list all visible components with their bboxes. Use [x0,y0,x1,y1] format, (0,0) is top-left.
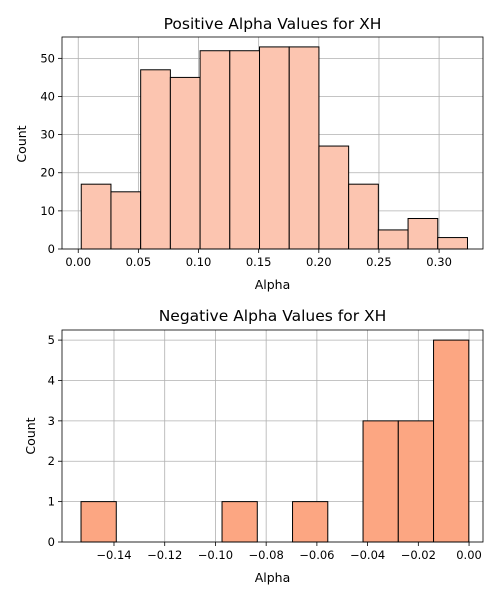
x-tick-label: 0.30 [426,255,452,269]
y-tick-label: 0 [48,535,55,549]
y-tick-label: 20 [40,166,55,180]
x-tick-label: −0.02 [401,548,436,562]
histogram-bar [377,229,409,250]
x-tick-label: −0.14 [96,548,131,562]
x-axis-label: Alpha [255,570,291,585]
x-tick-label: −0.06 [299,548,334,562]
y-tick-label: 5 [48,333,55,347]
x-tick-label: 0.00 [65,255,91,269]
y-tick-label: 50 [40,51,55,65]
histogram-bar [110,191,142,250]
histogram-bar [348,183,379,250]
y-tick-label: 3 [48,414,55,428]
histogram-bar [433,339,470,543]
histogram-bar [80,183,112,250]
x-tick-label: 0.10 [186,255,212,269]
histogram-bar [221,501,258,543]
histogram-bar [140,69,171,250]
x-tick-label: −0.12 [147,548,182,562]
y-axis-label: Count [23,417,38,454]
negative-alpha-histogram: −0.14 −0.12 −0.10 −0.08 −0.06 −0.04 −0.02 0.00 0… [23,307,484,585]
histogram-bar [199,50,231,250]
histogram-bar [407,217,439,250]
histogram-bar [437,237,468,250]
histogram-bar [80,501,117,543]
x-tick-label: −0.08 [249,548,284,562]
histogram-bar [259,46,290,250]
histogram-bar [318,145,350,250]
y-tick-label: 40 [40,89,55,103]
histogram-bar [292,501,329,543]
y-tick-label: 30 [40,128,55,142]
y-tick-label: 10 [40,204,55,218]
histogram-bar [169,76,201,250]
histogram-bar [288,46,320,250]
chart-title: Negative Alpha Values for XH [159,307,387,325]
x-tick-label: 0.05 [126,255,152,269]
x-tick-label: 0.25 [366,255,392,269]
x-axis-label: Alpha [255,277,291,292]
histogram-bar [397,420,435,543]
y-tick-label: 4 [48,373,55,387]
chart-title: Positive Alpha Values for XH [164,15,382,33]
x-tick-label: 0.00 [456,548,482,562]
x-tick-label: 0.15 [246,255,272,269]
positive-alpha-histogram: 0.00 0.05 0.10 0.15 0.20 0.25 0.3001020304050 … [14,15,484,292]
x-tick-label: −0.10 [198,548,233,562]
histogram-bar [229,50,261,250]
axes-frame [61,36,484,250]
ticks: −0.14 −0.12 −0.10 −0.08 −0.06 −0.04 −0.02 0.00 0… [48,333,482,562]
y-tick-label: 0 [48,242,55,256]
x-tick-label: 0.20 [306,255,332,269]
ticks: 0.00 0.05 0.10 0.15 0.20 0.25 0.30 0 10 20 30 40 50 [40,51,452,269]
y-tick-label: 2 [48,454,55,468]
y-tick-label: 1 [48,495,55,509]
bars [80,339,470,543]
bars [80,46,468,250]
y-axis-label: Count [14,125,29,162]
x-tick-label: −0.04 [350,548,385,562]
axes-frame [61,329,484,543]
histogram-bar [362,420,399,543]
